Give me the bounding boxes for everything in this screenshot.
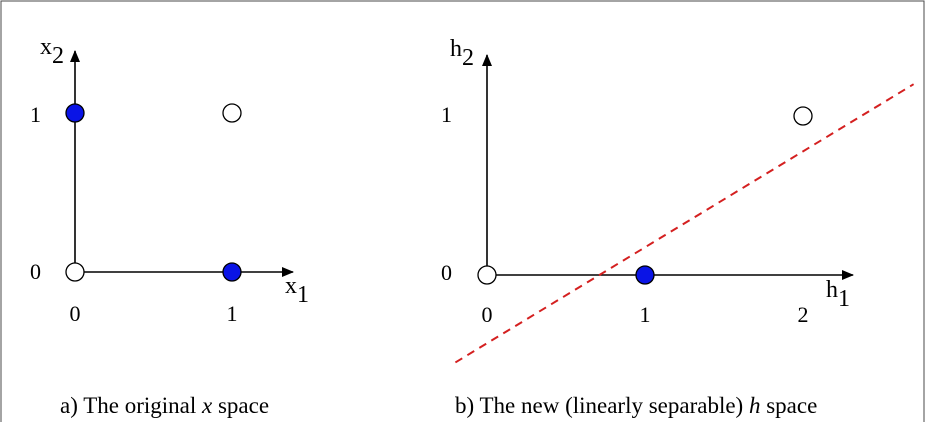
panel-a-y-axis-label: x2 bbox=[40, 34, 64, 69]
panel-a-x-tick-label: 1 bbox=[227, 301, 238, 326]
panel-b-x-tick-label: 0 bbox=[482, 302, 493, 327]
panel-a: x2 x1 1 0 0 1 a) The original x space bbox=[30, 34, 309, 418]
panel-b: h2 h1 1 0 0 1 2 b) The new (linearly sep… bbox=[441, 36, 915, 418]
panel-a-point-white bbox=[65, 262, 85, 282]
panel-b-caption: b) The new (linearly separable) h space bbox=[455, 393, 817, 418]
panel-b-point-blue bbox=[635, 265, 655, 285]
panel-a-point-white bbox=[222, 103, 242, 123]
panel-a-point-blue bbox=[65, 103, 85, 123]
panel-b-point-white bbox=[477, 265, 497, 285]
panel-a-x-axis-label: x1 bbox=[285, 273, 309, 308]
panel-b-point-white bbox=[793, 106, 813, 126]
panel-b-x-tick-label: 2 bbox=[798, 302, 809, 327]
panel-a-y-tick-label: 1 bbox=[30, 102, 41, 127]
panel-a-x-tick-label: 0 bbox=[70, 301, 81, 326]
panel-b-x-tick-label: 1 bbox=[640, 302, 651, 327]
panel-a-point-blue bbox=[222, 262, 242, 282]
panel-b-y-axis-label: h2 bbox=[450, 36, 474, 71]
panel-b-separator-line bbox=[454, 83, 915, 364]
panel-b-y-tick-label: 1 bbox=[441, 102, 452, 127]
panel-b-y-tick-label: 0 bbox=[441, 260, 452, 285]
panel-b-points bbox=[477, 106, 813, 285]
panel-a-caption: a) The original x space bbox=[60, 393, 269, 418]
panel-a-y-tick-label: 0 bbox=[30, 259, 41, 284]
panel-b-x-axis-label: h1 bbox=[826, 277, 850, 312]
panel-a-points bbox=[65, 103, 242, 282]
